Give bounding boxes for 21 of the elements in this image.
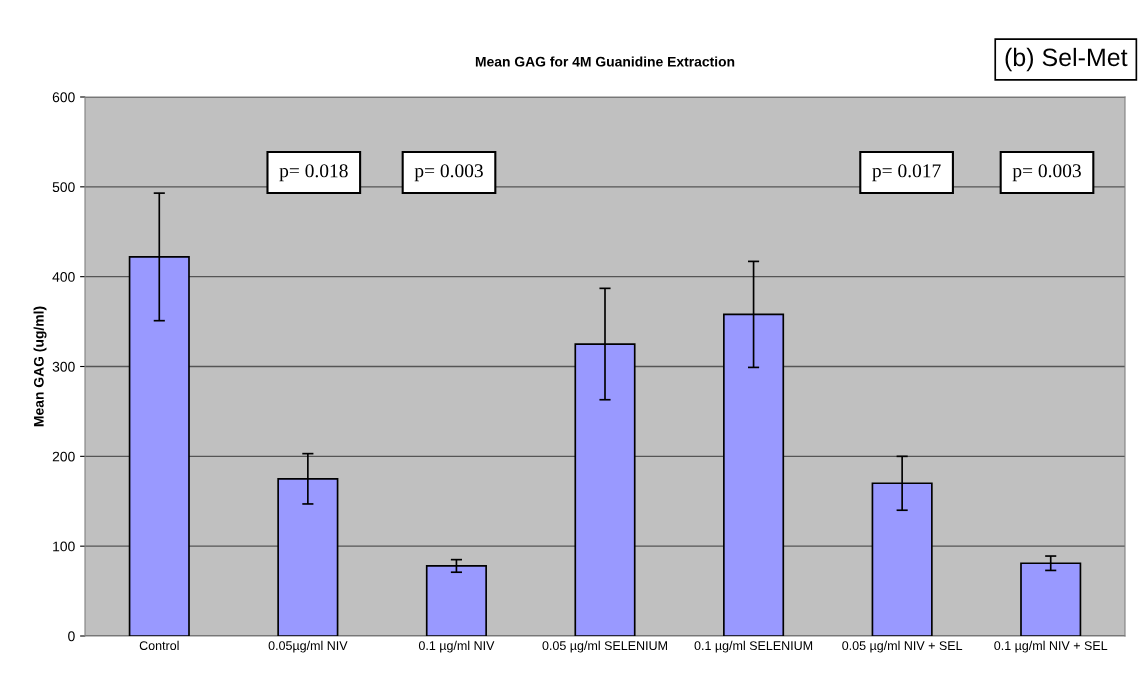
y-tick-label: 100 (53, 541, 75, 552)
y-tick-label: 500 (52, 182, 75, 192)
y-tick-label: 0 (68, 631, 75, 642)
annotation: p= 0.018 (279, 164, 348, 182)
y-axis-title: Mean GAG (ug/ml) (33, 306, 47, 427)
x-tick-label: 0.1 µg/ml SELENIUM (694, 640, 813, 653)
y-tick-label: 300 (52, 361, 75, 372)
y-tick-label: 600 (52, 92, 75, 103)
x-tick-label: Control (139, 640, 179, 651)
x-tick-label: 0.05 µg/ml SELENIUM (542, 640, 667, 653)
text: (b) Sel-Met (1005, 47, 1128, 72)
x-tick-label: 0.1 µg/ml NIV + SEL (994, 640, 1108, 653)
chart-title: Mean GAG for 4M Guanidine Extraction (475, 56, 735, 67)
x-tick-label: 0.05 µg/ml NIV + SEL (842, 640, 963, 653)
annotation: p= 0.017 (872, 164, 941, 182)
y-tick-label: 200 (52, 451, 75, 462)
x-tick-label: 0.05µg/ml NIV (268, 640, 348, 653)
annotation: p= 0.003 (1012, 164, 1081, 182)
y-tick-label: 400 (52, 272, 75, 282)
annotation: p= 0.003 (414, 164, 483, 182)
x-tick-label: 0.1 µg/ml NIV (418, 640, 495, 653)
